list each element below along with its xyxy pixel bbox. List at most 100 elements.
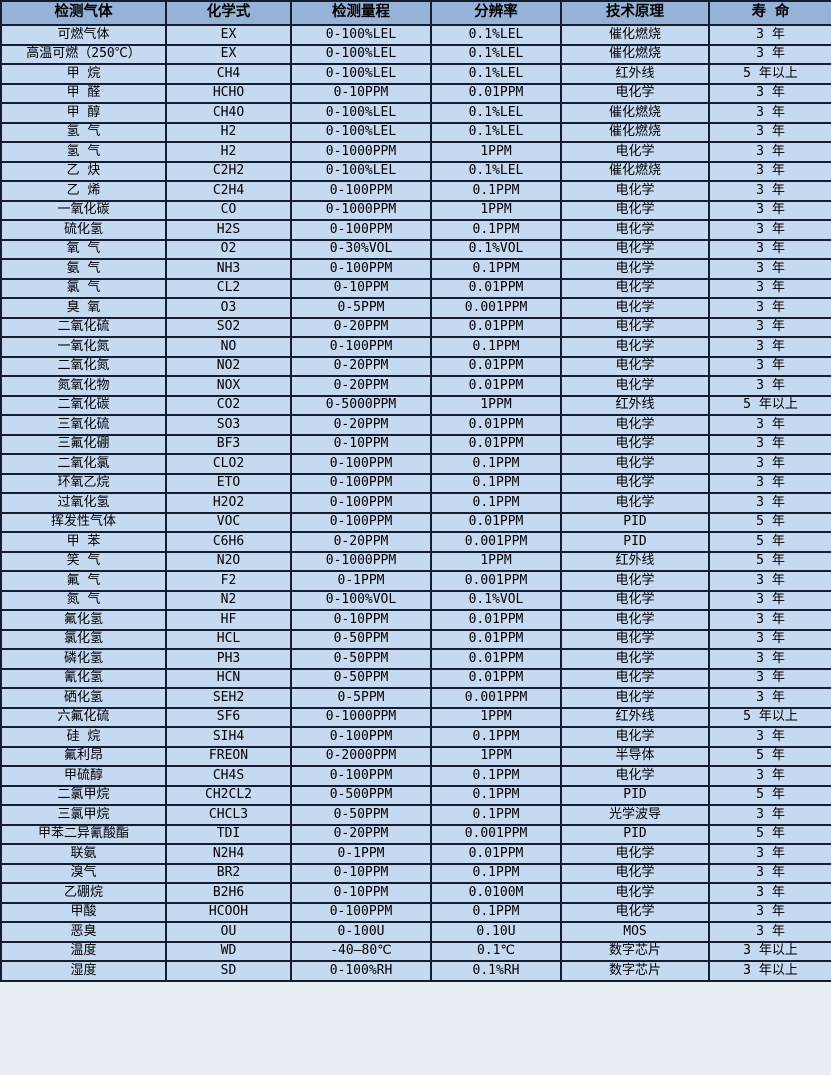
table-cell: 0-100PPM: [290, 472, 432, 494]
table-cell: 二氯甲烷: [0, 784, 167, 806]
table-cell: 3 年: [708, 882, 831, 904]
table-cell: 1PPM: [430, 550, 562, 572]
table-cell: 0.0100M: [430, 882, 562, 904]
table-cell: 0-100PPM: [290, 901, 432, 923]
table-cell: 氯 气: [0, 277, 167, 299]
table-cell: 电化学: [560, 648, 710, 670]
table-row: 氯 气 CL2 0-10PPM 0.01PPM 电化学 3 年: [0, 277, 831, 299]
table-cell: 0.01PPM: [430, 355, 562, 377]
table-cell: 二氧化氮: [0, 355, 167, 377]
table-cell: 5 年: [708, 784, 831, 806]
table-cell: 0.1%VOL: [430, 589, 562, 611]
table-cell: 3 年: [708, 297, 831, 319]
table-cell: SIH4: [165, 726, 292, 748]
table-row: 氟化氢 HF 0-10PPM 0.01PPM 电化学 3 年: [0, 609, 831, 631]
table-cell: 温度: [0, 940, 167, 962]
table-cell: 0.1PPM: [430, 180, 562, 202]
table-cell: 3 年: [708, 472, 831, 494]
table-cell: 5 年: [708, 823, 831, 845]
table-cell: HCN: [165, 667, 292, 689]
table-cell: HCOOH: [165, 901, 292, 923]
table-cell: 0-1000PPM: [290, 199, 432, 221]
table-cell: 5 年以上: [708, 63, 831, 85]
table-cell: 0.1%VOL: [430, 238, 562, 260]
table-row: 硫化氢 H2S 0-100PPM 0.1PPM 电化学 3 年: [0, 219, 831, 241]
table-row: 一氧化碳 CO 0-1000PPM 1PPM 电化学 3 年: [0, 199, 831, 221]
table-cell: 0-20PPM: [290, 823, 432, 845]
table-row: 氰化氢 HCN 0-50PPM 0.01PPM 电化学 3 年: [0, 667, 831, 689]
table-cell: 3 年: [708, 199, 831, 221]
table-cell: H2S: [165, 219, 292, 241]
gas-sensor-spec-table: 检测气体 化学式 检测量程 分辨率 技术原理寿 命 可燃气体 EX 0-100%LEL 0.1…: [0, 0, 831, 982]
table-cell: 甲苯二异氰酸酯: [0, 823, 167, 845]
table-cell: 乙 烯: [0, 180, 167, 202]
table-row: 氢 气 H2 0-1000PPM 1PPM 电化学 3 年: [0, 141, 831, 163]
table-row: 湿度 SD 0-100%RH 0.1%RH 数字芯片 3 年以上: [0, 960, 831, 982]
table-cell: 3 年: [708, 901, 831, 923]
table-cell: H2O2: [165, 492, 292, 514]
table-cell: 0.01PPM: [430, 277, 562, 299]
table-cell: 0-50PPM: [290, 804, 432, 826]
table-row: 温度 WD -40—80℃ 0.1℃ 数字芯片 3 年以上: [0, 940, 831, 962]
table-cell: 0.01PPM: [430, 843, 562, 865]
table-cell: 0-10PPM: [290, 609, 432, 631]
table-cell: VOC: [165, 511, 292, 533]
table-cell: 3 年: [708, 258, 831, 280]
table-cell: 5 年以上: [708, 394, 831, 416]
table-cell: 1PPM: [430, 745, 562, 767]
table-cell: 0.1PPM: [430, 784, 562, 806]
table-row: 甲酸 HCOOH 0-100PPM 0.1PPM 电化学 3 年: [0, 901, 831, 923]
table-cell: 3 年: [708, 862, 831, 884]
table-row: 硅 烷 SIH4 0-100PPM 0.1PPM 电化学 3 年: [0, 726, 831, 748]
table-cell: 3 年: [708, 316, 831, 338]
table-row: 溴气 BR2 0-10PPM 0.1PPM 电化学 3 年: [0, 862, 831, 884]
table-cell: 0.01PPM: [430, 511, 562, 533]
table-row: 二氧化碳 CO2 0-5000PPM 1PPM 红外线 5 年以上: [0, 394, 831, 416]
table-cell: 3 年: [708, 804, 831, 826]
table-cell: 电化学: [560, 355, 710, 377]
table-row: 氢 气 H2 0-100%LEL 0.1%LEL 催化燃烧 3 年: [0, 121, 831, 143]
table-cell: 0.1%LEL: [430, 121, 562, 143]
table-cell: CH4O: [165, 102, 292, 124]
table-body: 可燃气体 EX 0-100%LEL 0.1%LEL 催化燃烧 3 年高温可燃（250℃） E…: [0, 24, 831, 982]
table-cell: 电化学: [560, 472, 710, 494]
table-cell: 半导体: [560, 745, 710, 767]
table-cell: 0-5000PPM: [290, 394, 432, 416]
table-cell: N2: [165, 589, 292, 611]
table-cell: PID: [560, 823, 710, 845]
table-cell: 3 年: [708, 336, 831, 358]
table-cell: 0-100%LEL: [290, 63, 432, 85]
table-cell: TDI: [165, 823, 292, 845]
table-cell: 0.001PPM: [430, 297, 562, 319]
table-cell: 3 年: [708, 43, 831, 65]
table-cell: 催化燃烧: [560, 121, 710, 143]
table-cell: 3 年: [708, 24, 831, 46]
table-cell: 0.01PPM: [430, 628, 562, 650]
table-cell: 氟 气: [0, 570, 167, 592]
table-cell: 甲 苯: [0, 531, 167, 553]
table-cell: 0.1PPM: [430, 804, 562, 826]
table-cell: CH4: [165, 63, 292, 85]
table-row: 三氯甲烷 CHCL3 0-50PPM 0.1PPM 光学波导 3 年: [0, 804, 831, 826]
table-cell: 电化学: [560, 375, 710, 397]
table-row: 乙 炔 C2H2 0-100%LEL 0.1%LEL 催化燃烧 3 年: [0, 160, 831, 182]
table-cell: HCHO: [165, 82, 292, 104]
table-cell: 3 年: [708, 667, 831, 689]
table-cell: PID: [560, 784, 710, 806]
table-cell: 氟化氢: [0, 609, 167, 631]
table-cell: 0-1000PPM: [290, 141, 432, 163]
table-cell: 电化学: [560, 589, 710, 611]
table-cell: 电化学: [560, 82, 710, 104]
table-row: 二氧化氮 NO2 0-20PPM 0.01PPM 电化学 3 年: [0, 355, 831, 377]
table-cell: 过氧化氢: [0, 492, 167, 514]
column-header: 分辨率: [430, 0, 562, 26]
table-cell: ETO: [165, 472, 292, 494]
table-cell: 0.01PPM: [430, 316, 562, 338]
table-cell: 红外线: [560, 550, 710, 572]
table-cell: 电化学: [560, 219, 710, 241]
table-cell: 0-100PPM: [290, 765, 432, 787]
table-cell: 氢 气: [0, 121, 167, 143]
table-cell: 0-100%LEL: [290, 43, 432, 65]
table-cell: 硒化氢: [0, 687, 167, 709]
table-cell: 0-100%LEL: [290, 121, 432, 143]
